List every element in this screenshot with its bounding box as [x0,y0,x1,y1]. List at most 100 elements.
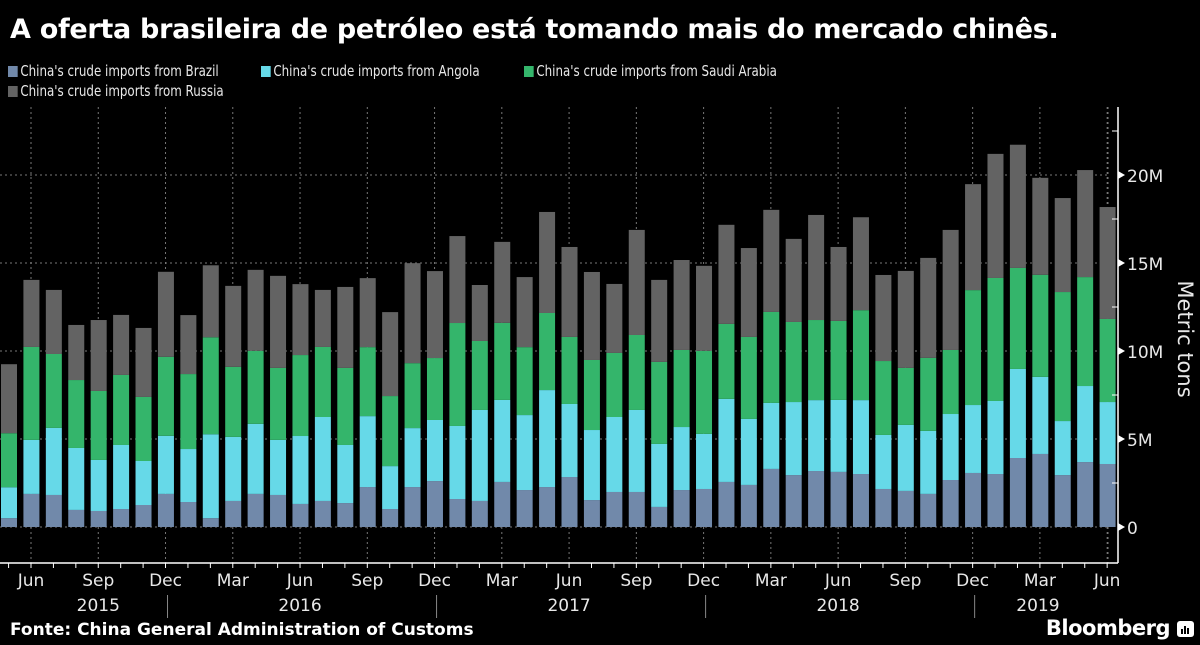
bar-segment-angola [157,435,174,494]
bar-segment-saudi [1032,274,1049,377]
legend-label-angola: China's crude imports from Angola [273,62,481,80]
bar-segment-brazil [270,494,287,527]
bar-segment-saudi [113,374,130,445]
bar-segment-russia [785,238,802,322]
bar-stack [539,211,556,527]
bar-stack [292,284,309,527]
bar-segment-brazil [404,487,421,527]
bloomberg-logo: Bloomberg [1045,616,1171,640]
bar-segment-russia [561,246,578,337]
bar-segment-brazil [651,506,668,527]
x-tick-label: Mar [217,571,249,591]
bar-segment-russia [68,324,85,381]
bar-segment-saudi [202,337,219,435]
bar-segment-brazil [539,487,556,527]
bar-segment-saudi [763,311,780,403]
source-note: Fonte: China General Administration of C… [10,620,474,640]
bar-segment-angola [920,430,937,494]
bar-segment-brazil [920,493,937,527]
bar-segment-angola [382,466,399,510]
bar-segment-saudi [23,346,40,440]
y-tick-label: 15M [1127,255,1163,275]
bar-stack [404,263,421,527]
bar-stack [830,246,847,527]
bar-segment-brazil [1077,462,1094,527]
bar-segment-saudi [382,396,399,467]
legend-item-saudi: China's crude imports from Saudi Arabia [523,61,777,81]
bar-stack [606,283,623,527]
bar-segment-saudi [673,349,690,428]
x-year-label: 2017 [547,596,590,616]
bar-stack [740,248,757,527]
x-tick-label: Mar [1024,571,1056,591]
bar-stack [314,289,331,527]
bar-segment-angola [808,400,825,472]
bar-segment-russia [382,312,399,397]
bar-segment-brazil [45,494,62,527]
x-tick-label: Sep [351,571,383,591]
bar-segment-brazil [583,500,600,527]
bar-segment-angola [404,428,421,488]
bar-segment-angola [449,425,466,500]
bar-stack [696,265,713,527]
bar-stack [897,270,914,527]
legend-swatch-brazil [8,66,18,77]
legend-label-saudi: China's crude imports from Saudi Arabia [536,62,777,80]
bar-stack [808,214,825,527]
bar-segment-angola [68,447,85,510]
bar-segment-angola [1009,368,1026,459]
bar-segment-saudi [426,358,443,420]
x-year-label: 2018 [816,596,859,616]
bar-stack [1032,177,1049,527]
bar-stack [270,275,287,527]
bar-segment-brazil [1032,453,1049,527]
bar-segment-angola [516,415,533,491]
bar-segment-saudi [45,353,62,428]
legend-item-brazil: China's crude imports from Brazil [8,61,219,81]
bar-segment-angola [651,443,668,507]
bar-segment-brazil [449,499,466,527]
bar-segment-russia [337,286,354,368]
bar-segment-saudi [718,323,735,399]
bar-segment-brazil [157,493,174,527]
bar-segment-brazil [628,491,645,527]
bar-stack [157,271,174,527]
chart-title: A oferta brasileira de petróleo está tom… [10,14,1059,45]
y-tick-arrow [1118,435,1125,443]
bar-segment-saudi [897,367,914,425]
bar-stack [920,257,937,527]
bar-segment-angola [90,459,107,511]
bar-segment-angola [561,403,578,478]
bar-stack [225,285,242,527]
bar-segment-russia [852,217,869,311]
bar-segment-saudi [494,322,511,400]
bar-segment-saudi [270,367,287,440]
bar-stack [651,279,668,527]
bar-segment-russia [875,274,892,362]
bar-segment-russia [539,211,556,313]
bar-segment-russia [314,289,331,347]
bar-segment-brazil [337,503,354,527]
bar-segment-saudi [1054,292,1071,422]
bar-segment-saudi [539,312,556,391]
bar-segment-russia [830,246,847,321]
bar-stack [583,271,600,527]
bar-segment-saudi [987,277,1004,401]
x-tick-label: Jun [555,571,583,591]
bar-segment-saudi [247,350,264,424]
bar-stack [1009,144,1026,527]
bar-segment-saudi [135,396,152,461]
bar-segment-angola [785,402,802,476]
bar-segment-brazil [1054,475,1071,527]
bar-segment-russia [1,364,17,434]
bar-segment-angola [539,390,556,488]
bar-segment-brazil [785,475,802,527]
legend-label-brazil: China's crude imports from Brazil [20,62,219,80]
bar-stack [471,285,488,527]
bar-segment-russia [673,260,690,350]
y-tick-label: 5M [1127,431,1152,451]
bar-segment-angola [628,409,645,492]
bar-stack [90,320,107,527]
bar-stack [561,246,578,527]
bar-segment-russia [359,278,376,348]
